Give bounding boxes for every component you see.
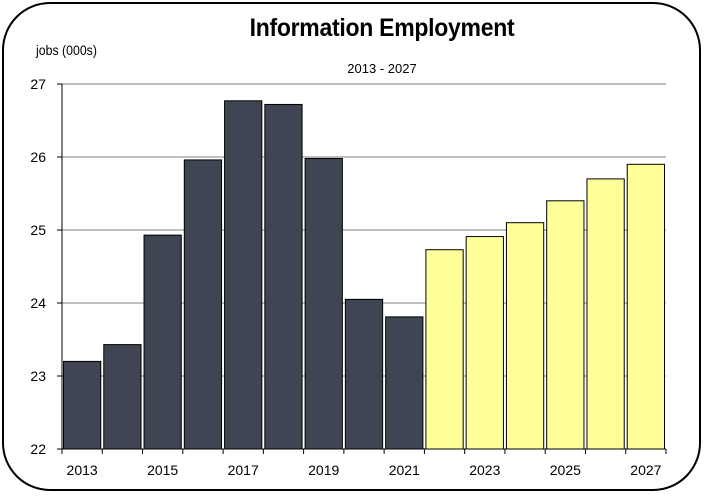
bar-2014 xyxy=(103,344,142,450)
bar-2021 xyxy=(385,316,424,450)
x-tick-label-2027: 2027 xyxy=(630,462,661,478)
bar-2013 xyxy=(63,360,102,450)
bar-2027 xyxy=(626,163,666,450)
y-tick-label-25: 25 xyxy=(30,222,46,238)
bar-2022 xyxy=(425,249,464,450)
x-tick-label-2021: 2021 xyxy=(389,462,420,478)
x-tick-label-2017: 2017 xyxy=(228,462,259,478)
bar-2020 xyxy=(344,298,384,450)
bars-layer xyxy=(63,100,666,450)
bar-2018 xyxy=(264,103,303,450)
axis-layer: 22 23 24 25 26 27 2013 2015 2017 2019 2021 2023 2025… xyxy=(30,76,667,478)
chart-title: Information Employment xyxy=(249,14,515,42)
bar-2026 xyxy=(586,178,625,450)
x-tick-label-2013: 2013 xyxy=(67,462,98,478)
bar-2016 xyxy=(183,159,223,450)
bar-2017 xyxy=(224,100,263,450)
bar-2015 xyxy=(143,234,182,450)
bar-2019 xyxy=(304,157,343,450)
y-tick-label-24: 24 xyxy=(30,295,46,311)
y-axis-label: jobs (000s) xyxy=(36,42,97,58)
x-tick-label-2023: 2023 xyxy=(469,462,500,478)
y-tick-label-22: 22 xyxy=(30,441,46,457)
y-tick-label-23: 23 xyxy=(30,368,46,384)
bar-2024 xyxy=(505,222,545,450)
x-tick-label-2015: 2015 xyxy=(147,462,178,478)
bar-2023 xyxy=(465,236,504,450)
x-tick-label-2025: 2025 xyxy=(550,462,581,478)
bar-2025 xyxy=(546,200,585,450)
chart-subtitle: 2013 - 2027 xyxy=(347,61,417,76)
x-tick-label-2019: 2019 xyxy=(308,462,339,478)
y-tick-label-27: 27 xyxy=(30,76,46,92)
y-tick-label-26: 26 xyxy=(30,149,46,165)
